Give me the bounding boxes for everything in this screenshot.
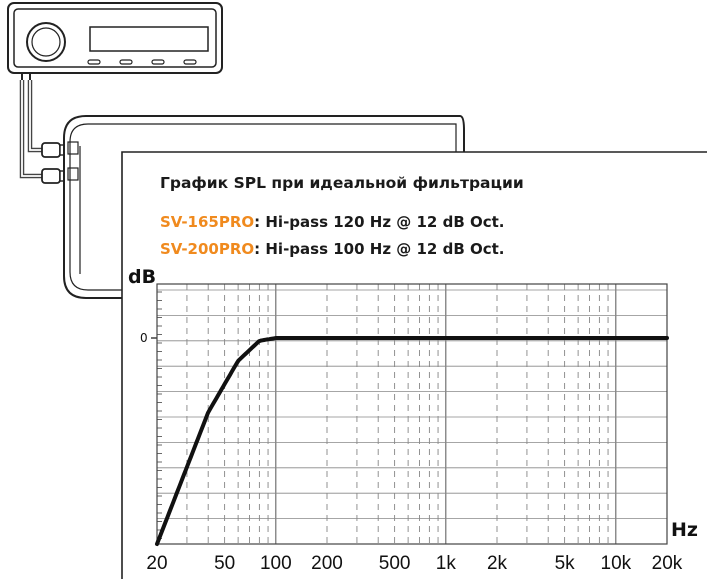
spec-model-2: SV-200PRO [160,240,255,258]
x-tick-label: 5k [555,553,576,574]
x-axis-label: Hz [671,519,698,541]
plot-frame [156,283,668,545]
spec-text-1: : Hi-pass 120 Hz @ 12 dB Oct. [254,213,505,231]
x-tick-label: 200 [311,553,343,574]
chart-marks [155,336,669,546]
car-head-unit-icon [7,2,223,82]
x-tick-label: 1k [436,553,457,574]
x-tick-label: 500 [379,553,411,574]
spec-model-1: SV-165PRO [160,213,255,231]
chart-title: График SPL при идеальной фильтрации [160,174,524,192]
rca-cable [19,80,69,184]
spec-text-2: : Hi-pass 100 Hz @ 12 dB Oct. [254,240,505,258]
x-tick-label: 50 [214,553,235,574]
y-axis-label: dB [128,266,157,288]
x-tick-label: 10k [601,553,632,574]
x-tick-label: 20k [652,553,683,574]
y-tick-label: 0 [140,331,148,345]
spec-line-1: SV-165PRO: Hi-pass 120 Hz @ 12 dB Oct. [160,213,505,231]
spec-line-2: SV-200PRO: Hi-pass 100 Hz @ 12 dB Oct. [160,240,505,258]
x-tick-label: 2k [487,553,508,574]
series-line [155,336,669,546]
x-tick-label: 20 [146,553,167,574]
x-axis-ticks: 20 50 100 200 500 1k 2k 5k 10k 20k [146,553,682,574]
x-tick-label: 100 [260,553,292,574]
plot-area: 20 50 100 200 500 1k 2k 5k 10k 20k [146,283,683,574]
grid [151,284,667,544]
